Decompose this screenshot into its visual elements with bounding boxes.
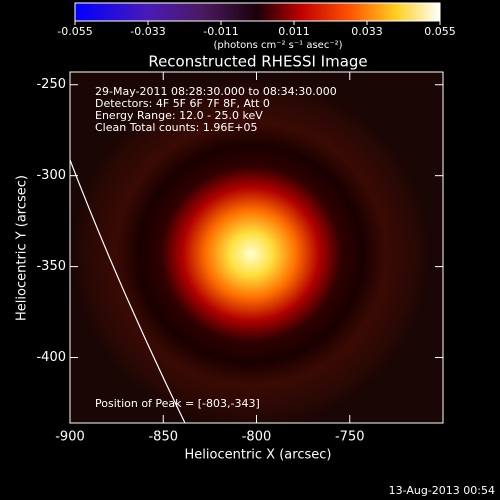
y-tick-label: -400 [36,350,66,365]
colorbar-tick-label: 0.011 [278,25,310,38]
colorbar-label: (photons cm⁻² s⁻¹ asec⁻²) [213,40,342,51]
x-tick-label: -750 [335,430,365,445]
y-tick-label: -350 [36,259,66,274]
colorbar [74,2,441,22]
x-tick-label: -850 [148,430,178,445]
colorbar-tick-label: -0.055 [57,25,92,38]
image [70,72,443,423]
y-axis-label: Heliocentric Y (arcsec) [15,175,30,321]
y-tick-label: -250 [36,77,66,92]
annotation: Detectors: 4F 5F 6F 7F 8F, Att 0 [95,97,270,110]
colorbar-tick-label: -0.011 [203,25,238,38]
colorbar-tick-label: 0.033 [351,25,383,38]
y-tick-label: -300 [36,168,66,183]
colorbar-tick-label: 0.055 [424,25,456,38]
annotation: Energy Range: 12.0 - 25.0 keV [95,109,263,122]
annotation: 29-May-2011 08:28:30.000 to 08:34:30.000 [95,85,337,98]
x-axis-label: Heliocentric X (arcsec) [185,448,332,463]
peak-label: Position of Peak = [-803,-343] [95,397,260,410]
annotation: Clean Total counts: 1.96E+05 [95,121,258,134]
chart-title: Reconstructed RHESSI Image [148,53,367,71]
x-tick-label: -800 [242,430,272,445]
colorbar-tick-label: -0.033 [130,25,165,38]
x-tick-label: -900 [55,430,85,445]
footer: 13-Aug-2013 00:54 [389,484,495,497]
